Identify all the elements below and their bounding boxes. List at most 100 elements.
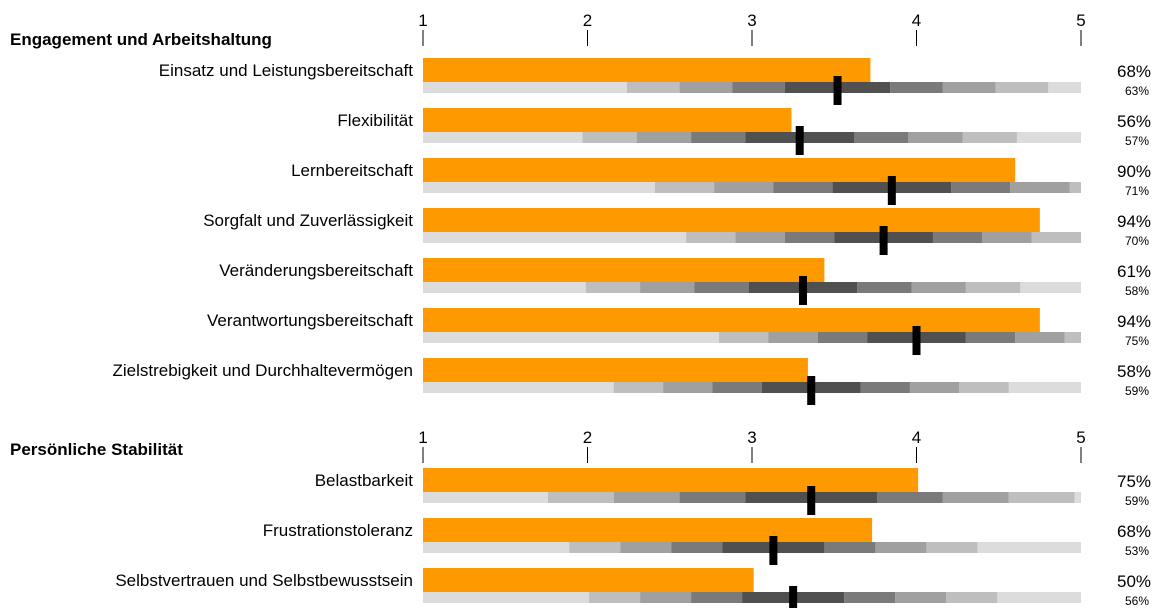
reference-band-segment xyxy=(883,232,933,243)
reference-band-segment xyxy=(620,542,672,553)
percentage-value: 90% xyxy=(1117,162,1151,181)
reference-band-segment xyxy=(942,492,1009,503)
reference-band-segment xyxy=(613,382,664,393)
reference-band-segment xyxy=(909,382,960,393)
row-label: Frustrationstoleranz xyxy=(263,521,413,540)
axis-tick-label: 5 xyxy=(1076,11,1085,30)
reference-marker xyxy=(789,586,798,608)
value-bar xyxy=(423,308,1040,332)
reference-band-segment xyxy=(877,492,943,503)
reference-band-segment xyxy=(875,542,927,553)
percentage-value: 75% xyxy=(1117,472,1151,491)
reference-band-segment xyxy=(799,132,854,143)
reference-band-segment xyxy=(860,382,910,393)
reference-band-segment xyxy=(1031,232,1081,243)
reference-band-segment xyxy=(1015,332,1065,343)
reference-band-segment xyxy=(853,132,909,143)
reference-band-segment xyxy=(837,82,891,93)
reference-band-segment xyxy=(636,132,692,143)
row-label: Sorgfalt und Zuverlässigkeit xyxy=(203,211,413,230)
percentage-reference: 58% xyxy=(1125,284,1149,298)
reference-band-segment xyxy=(582,132,637,143)
reference-marker xyxy=(912,326,921,355)
percentage-reference: 59% xyxy=(1125,494,1149,508)
percentage-reference: 75% xyxy=(1125,334,1149,348)
reference-band-segment xyxy=(891,182,952,193)
row-label: Flexibilität xyxy=(337,111,413,130)
axis-tick-label: 5 xyxy=(1076,428,1085,447)
value-bar xyxy=(423,108,792,132)
section-title: Persönliche Stabilität xyxy=(10,440,183,459)
value-bar xyxy=(423,568,754,592)
reference-band-segment xyxy=(679,82,733,93)
row-label: Verantwortungsbereitschaft xyxy=(207,311,413,330)
axis-tick-label: 1 xyxy=(418,428,427,447)
reference-marker xyxy=(887,176,896,205)
reference-band-segment xyxy=(890,82,943,93)
reference-band-segment xyxy=(832,182,892,193)
reference-band-segment xyxy=(569,542,621,553)
row-label: Lernbereitschaft xyxy=(291,161,413,180)
axis-tick-label: 1 xyxy=(418,11,427,30)
reference-band-segment xyxy=(613,492,680,503)
reference-band-segment xyxy=(932,232,983,243)
percentage-value: 50% xyxy=(1117,572,1151,591)
reference-band-segment xyxy=(965,282,1021,293)
percentage-value: 94% xyxy=(1117,212,1151,231)
percentage-reference: 71% xyxy=(1125,184,1149,198)
value-bar xyxy=(423,208,1040,232)
reference-band-segment xyxy=(895,592,947,603)
reference-marker xyxy=(798,276,807,305)
reference-band-segment xyxy=(742,592,794,603)
reference-band-segment xyxy=(784,82,838,93)
reference-band-segment xyxy=(768,332,818,343)
percentage-value: 58% xyxy=(1117,362,1151,381)
reference-band-segment xyxy=(965,332,1016,343)
axis-tick-label: 3 xyxy=(747,428,756,447)
percentage-reference: 57% xyxy=(1125,134,1149,148)
reference-band-segment xyxy=(671,542,723,553)
reference-band-segment xyxy=(626,82,680,93)
row-label: Selbstvertrauen und Selbstbewusstsein xyxy=(115,571,413,590)
reference-band-segment xyxy=(995,82,1049,93)
reference-band-segment xyxy=(719,332,769,343)
percentage-reference: 63% xyxy=(1125,84,1149,98)
reference-band-segment xyxy=(663,382,713,393)
reference-marker xyxy=(833,76,842,105)
reference-band-segment xyxy=(908,132,963,143)
reference-band-segment xyxy=(722,542,774,553)
reference-band-segment xyxy=(773,542,825,553)
reference-band-segment xyxy=(589,592,641,603)
reference-band-segment xyxy=(1010,182,1070,193)
percentage-value: 94% xyxy=(1117,312,1151,331)
reference-band-segment xyxy=(857,282,912,293)
reference-band-segment xyxy=(1064,332,1081,343)
reference-band-segment xyxy=(694,282,749,293)
reference-band-segment xyxy=(811,492,878,503)
reference-band-segment xyxy=(679,492,746,503)
reference-band-segment xyxy=(911,282,966,293)
reference-band-segment xyxy=(773,182,833,193)
percentage-value: 61% xyxy=(1117,262,1151,281)
reference-band-segment xyxy=(844,592,896,603)
reference-band-segment xyxy=(748,282,803,293)
reference-band-segment xyxy=(824,542,876,553)
reference-band-segment xyxy=(982,232,1032,243)
axis-tick-label: 2 xyxy=(583,428,592,447)
reference-band-segment xyxy=(951,182,1011,193)
row-label: Veränderungsbereitschaft xyxy=(219,261,413,280)
reference-marker xyxy=(769,536,778,565)
reference-band-segment xyxy=(784,232,835,243)
percentage-reference: 70% xyxy=(1125,234,1149,248)
reference-band-segment xyxy=(548,492,614,503)
reference-band-segment xyxy=(817,332,868,343)
reference-band-segment xyxy=(946,592,998,603)
reference-band-segment xyxy=(834,232,884,243)
reference-band-segment xyxy=(959,382,1009,393)
reference-band-segment xyxy=(811,382,861,393)
reference-band-segment xyxy=(793,592,845,603)
reference-band-segment xyxy=(735,232,785,243)
value-bar xyxy=(423,258,825,282)
reference-band-segment xyxy=(691,132,746,143)
